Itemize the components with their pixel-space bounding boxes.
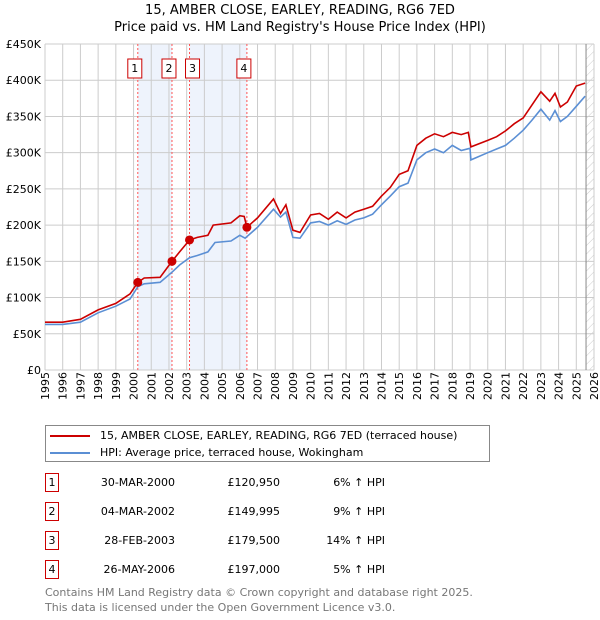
x-tick-label: 2022 [517, 372, 530, 400]
y-tick-label: £100K [6, 292, 42, 305]
y-tick-label: £300K [6, 147, 42, 160]
x-tick-label: 2007 [252, 372, 265, 400]
x-tick-label: 2005 [216, 372, 229, 400]
sale-label-box [236, 58, 252, 79]
x-tick-label: 1997 [74, 372, 87, 400]
x-tick-label: 2024 [553, 372, 566, 400]
x-tick-label: 2008 [269, 372, 282, 400]
hpi-diff: 9% ↑ HPI [333, 505, 385, 518]
footer-copyright: Contains HM Land Registry data © Crown c… [45, 586, 473, 599]
x-tick-label: 1998 [92, 372, 105, 400]
x-tick-label: 2020 [482, 372, 495, 400]
legend-label: HPI: Average price, terraced house, Woki… [100, 446, 364, 459]
chart-title: 15, AMBER CLOSE, EARLEY, READING, RG6 7E… [145, 3, 455, 18]
sale-label-box [161, 58, 177, 79]
x-tick-label: 2009 [287, 372, 300, 400]
transaction-row: 3 28-FEB-2003 £179,500 14% ↑ HPI [45, 531, 445, 551]
sale-marker-box: 3 [45, 531, 59, 550]
x-tick-label: 2015 [393, 372, 406, 400]
y-tick-label: £0 [27, 364, 41, 377]
x-tick-label: 2001 [145, 372, 158, 400]
sale-point [185, 235, 195, 245]
shaded-period [189, 44, 247, 370]
x-tick-label: 2016 [411, 372, 424, 400]
transaction-row: 4 26-MAY-2006 £197,000 5% ↑ HPI [45, 560, 445, 580]
sale-marker-box: 1 [45, 473, 59, 492]
transaction-row: 1 30-MAR-2000 £120,950 6% ↑ HPI [45, 473, 445, 493]
legend-item-hpi: HPI: Average price, terraced house, Woki… [50, 444, 363, 461]
y-tick-label: £450K [6, 38, 42, 51]
x-tick-label: 1995 [39, 372, 52, 400]
hpi-line [45, 95, 586, 326]
x-tick-label: 2014 [375, 372, 388, 400]
y-tick-label: £350K [6, 110, 42, 123]
sale-label: 2 [165, 62, 172, 75]
hpi-diff: 14% ↑ HPI [326, 534, 385, 547]
sale-date: 04-MAR-2002 [100, 505, 175, 518]
x-tick-label: 2006 [234, 372, 247, 400]
sale-point [167, 256, 177, 266]
price-chart: 1995 1996 1997 1998 1999 2000 2001 2002 2003 2004… [6, 38, 600, 400]
x-tick-label: 2017 [429, 372, 442, 400]
sale-label: 3 [189, 62, 196, 75]
x-tick-label: 2026 [588, 372, 600, 400]
hpi-diff: 6% ↑ HPI [333, 476, 385, 489]
y-tick-label: £400K [6, 74, 42, 87]
footer-licence: This data is licensed under the Open Gov… [45, 601, 396, 614]
x-tick-label: 2004 [198, 372, 211, 400]
sale-price: £197,000 [227, 563, 281, 576]
sale-label-box [185, 58, 201, 79]
sale-point [133, 277, 143, 287]
sale-label-box [127, 58, 143, 79]
y-tick-label: £150K [6, 255, 42, 268]
x-tick-label: 1999 [110, 372, 123, 400]
sale-date: 30-MAR-2000 [100, 476, 175, 489]
sale-marker-box: 4 [45, 560, 59, 579]
sale-label: 1 [131, 62, 138, 75]
x-tick-label: 2010 [305, 372, 318, 400]
sale-price: £149,995 [227, 505, 281, 518]
x-tick-label: 2023 [535, 372, 548, 400]
sale-marker-box: 2 [45, 502, 59, 521]
sale-price: £120,950 [227, 476, 281, 489]
shaded-period [137, 44, 172, 370]
transaction-row: 2 04-MAR-2002 £149,995 9% ↑ HPI [45, 502, 445, 522]
sale-date: 26-MAY-2006 [103, 563, 175, 576]
x-tick-label: 2000 [128, 372, 141, 400]
y-tick-label: £50K [13, 328, 42, 341]
chart-subtitle: Price paid vs. HM Land Registry's House … [114, 20, 486, 35]
legend-swatch-blue [50, 451, 90, 454]
legend-item-property: 15, AMBER CLOSE, EARLEY, READING, RG6 7E… [50, 427, 457, 444]
y-tick-label: £250K [6, 183, 42, 196]
sale-point [242, 222, 252, 232]
sale-label: 4 [240, 62, 247, 75]
x-tick-label: 2025 [570, 372, 583, 400]
legend-label: 15, AMBER CLOSE, EARLEY, READING, RG6 7E… [100, 429, 458, 442]
legend-swatch-red [50, 434, 90, 437]
legend: 15, AMBER CLOSE, EARLEY, READING, RG6 7E… [45, 425, 490, 462]
x-tick-label: 2011 [322, 372, 335, 400]
hpi-diff: 5% ↑ HPI [333, 563, 385, 576]
x-tick-label: 2003 [181, 372, 194, 400]
future-hatch [586, 44, 594, 370]
x-tick-label: 2019 [464, 372, 477, 400]
x-tick-label: 2012 [340, 372, 353, 400]
y-tick-label: £200K [6, 219, 42, 232]
x-tick-label: 2021 [499, 372, 512, 400]
x-tick-label: 2013 [358, 372, 371, 400]
sale-price: £179,500 [227, 534, 281, 547]
x-tick-label: 1996 [57, 372, 70, 400]
x-tick-label: 2018 [446, 372, 459, 400]
sale-date: 28-FEB-2003 [104, 534, 175, 547]
property-price-line [45, 82, 586, 324]
x-tick-label: 2002 [163, 372, 176, 400]
